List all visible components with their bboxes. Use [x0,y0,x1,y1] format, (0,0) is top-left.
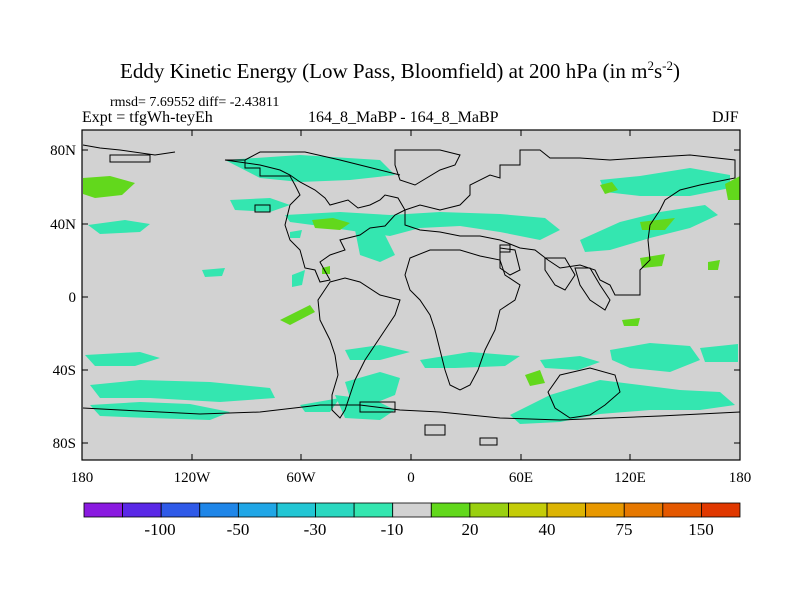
coastline-island [254,204,271,213]
y-tick-label: 80S [53,436,76,452]
colorbar-label: 75 [616,520,633,539]
coastline-alaska [82,144,176,156]
colorbar-swatch [392,502,432,518]
coastline-arabia [499,247,521,276]
colorbar-label: -30 [304,520,327,539]
colorbar-swatch [237,502,278,518]
plot-title: Eddy Kinetic Energy (Low Pass, Bloomfiel… [120,58,680,83]
coastline-australia [547,367,621,419]
colorbar-label: -100 [144,520,175,539]
comparison-label: 164_8_MaBP - 164_8_MaBP [308,109,499,126]
colorbar-label: 150 [688,520,714,539]
x-tick-label: 120W [174,470,212,486]
positive-anomaly-area [708,260,720,270]
x-tick-label: 0 [407,470,415,486]
coastline-island [479,437,498,446]
colorbar-swatch [623,502,664,518]
negative-anomaly-area [292,270,305,287]
positive-anomaly-area [622,318,640,326]
coastline-india [544,257,576,291]
negative-anomaly-area [85,352,160,366]
colorbar-label: -10 [381,520,404,539]
coastline-island [109,154,151,163]
negative-anomaly-area [90,402,230,420]
negative-anomaly-area [345,372,400,405]
colorbar [83,502,741,518]
negative-anomaly-area [600,168,730,196]
positive-anomaly-area [322,266,330,274]
negative-anomaly-area [88,220,150,234]
y-tick-label: 40N [50,217,76,233]
axis-ticks [81,130,741,460]
x-tick-label: 120E [614,470,646,486]
negative-anomaly-area [202,268,225,277]
season-label: DJF [712,109,739,126]
colorbar-swatch [160,502,201,518]
negative-anomaly-area [290,230,302,238]
negative-anomaly-area [510,380,735,424]
positive-anomaly-area [640,254,665,268]
colorbar-swatch [315,502,355,518]
x-tick-label: 180 [729,470,752,486]
positive-anomaly-area [725,176,740,200]
negative-anomaly-area [335,395,395,420]
coastlines [82,144,741,446]
negative-anomaly-area [700,344,738,362]
x-tick-label: 60E [509,470,533,486]
coastline-south-america [317,277,401,419]
negative-anomaly-area [345,345,410,360]
colorbar-swatch [546,502,587,518]
colorbar-swatch [662,502,702,518]
colorbar-labels: -100 -50 -30 -10 20 40 75 150 [144,520,713,539]
positive-anomaly-area [280,305,315,325]
negative-anomaly-area [420,352,520,368]
negative-anomaly-area [225,155,395,182]
colorbar-swatch [585,502,625,518]
colorbar-label: 40 [539,520,556,539]
positive-anomaly-area [312,218,350,230]
negative-anomaly-area [540,356,600,370]
coastline-europe-asia [404,149,736,296]
colorbar-swatch [83,502,123,518]
coastline-southeast-asia [574,267,611,311]
colorbar-swatch [508,502,548,518]
colorbar-swatch [469,502,509,518]
negative-anomaly-area [355,230,395,262]
y-tick-label: 40S [53,363,76,379]
negative-anomaly-area [610,343,700,372]
colorbar-swatch [199,502,239,518]
positive-anomaly-area [83,176,135,198]
stats-text: rmsd= 7.69552 diff= -2.43811 [110,95,280,110]
positive-anomaly-area [600,182,618,194]
coastline-antarctica [82,404,741,421]
coastline-north-america [224,159,406,283]
negative-anomaly-area [285,212,560,240]
coastline-island [499,244,511,253]
coastline-north-america-outline [244,151,401,176]
negative-anomaly-area [90,380,275,402]
y-axis-labels: 80N 40N 0 40S 80S [50,143,76,452]
positive-anomaly-area [640,218,675,230]
coastline-island [424,424,446,436]
x-axis-labels: 180 120W 60W 0 60E 120E 180 [71,470,752,486]
x-tick-label: 60W [286,470,316,486]
negative-anomaly-regions [85,155,738,424]
positive-anomaly-area [525,370,545,386]
coastline-island [359,401,396,413]
colorbar-swatch [701,502,741,518]
coastline-africa [404,249,521,391]
colorbar-label: -50 [227,520,250,539]
colorbar-swatch [276,502,316,518]
colorbar-swatch [353,502,394,518]
positive-anomaly-regions [83,176,740,386]
colorbar-swatch [122,502,162,518]
y-tick-label: 80N [50,143,76,159]
x-tick-label: 180 [71,470,94,486]
y-tick-label: 0 [69,290,77,306]
coastline-greenland [394,149,461,186]
colorbar-label: 20 [462,520,479,539]
experiment-label: Expt = tfgWh-teyEh [82,109,213,126]
colorbar-swatch [430,502,471,518]
